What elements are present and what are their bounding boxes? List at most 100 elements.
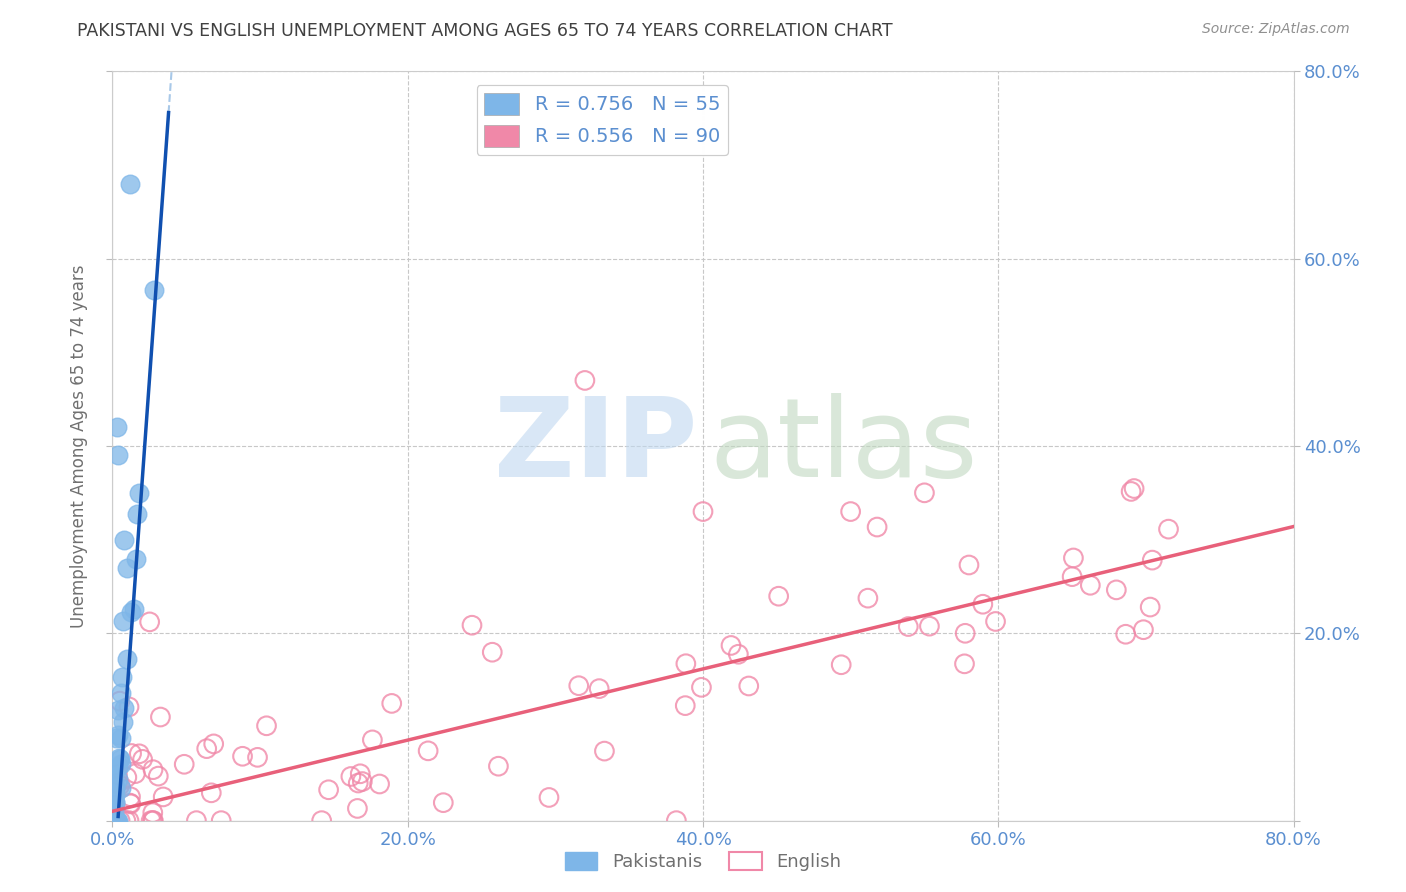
- Point: [107, 703, 129, 717]
- Point: [110, 686, 132, 700]
- Point: [103, 814, 125, 828]
- Point: [972, 597, 994, 611]
- Point: [120, 789, 142, 804]
- Point: [232, 749, 254, 764]
- Point: [110, 731, 132, 745]
- Point: [665, 814, 688, 828]
- Point: [104, 814, 127, 828]
- Legend: Pakistanis, English: Pakistanis, English: [558, 845, 848, 879]
- Point: [104, 780, 127, 794]
- Point: [108, 752, 131, 766]
- Point: [108, 694, 131, 708]
- Point: [118, 699, 141, 714]
- Point: [107, 728, 129, 742]
- Y-axis label: Unemployment Among Ages 65 to 74 years: Unemployment Among Ages 65 to 74 years: [70, 264, 89, 628]
- Point: [349, 766, 371, 780]
- Point: [593, 744, 616, 758]
- Point: [104, 781, 127, 796]
- Point: [568, 679, 591, 693]
- Text: atlas: atlas: [709, 392, 977, 500]
- Point: [256, 719, 278, 733]
- Point: [103, 814, 125, 828]
- Point: [1115, 627, 1137, 641]
- Point: [108, 751, 131, 765]
- Point: [103, 814, 125, 828]
- Point: [346, 801, 368, 815]
- Point: [108, 814, 131, 828]
- Point: [481, 645, 503, 659]
- Point: [1142, 553, 1164, 567]
- Point: [1078, 578, 1101, 592]
- Point: [839, 505, 862, 519]
- Point: [340, 769, 363, 783]
- Point: [138, 615, 160, 629]
- Point: [117, 561, 138, 575]
- Point: [112, 701, 135, 715]
- Point: [347, 776, 370, 790]
- Point: [105, 767, 128, 781]
- Point: [118, 814, 141, 828]
- Point: [957, 558, 980, 572]
- Point: [673, 698, 696, 713]
- Point: [103, 788, 125, 802]
- Point: [111, 670, 134, 684]
- Point: [142, 814, 165, 828]
- Point: [953, 626, 976, 640]
- Point: [112, 533, 135, 547]
- Point: [112, 715, 135, 730]
- Point: [142, 814, 165, 828]
- Point: [104, 796, 127, 810]
- Point: [202, 737, 225, 751]
- Point: [120, 796, 142, 810]
- Point: [103, 768, 125, 782]
- Text: Source: ZipAtlas.com: Source: ZipAtlas.com: [1202, 22, 1350, 37]
- Point: [101, 795, 124, 809]
- Point: [1139, 600, 1161, 615]
- Point: [148, 769, 170, 783]
- Point: [120, 797, 142, 811]
- Point: [103, 805, 125, 819]
- Point: [149, 710, 172, 724]
- Point: [115, 814, 138, 828]
- Point: [574, 374, 596, 388]
- Point: [953, 657, 976, 671]
- Point: [195, 741, 218, 756]
- Point: [103, 789, 125, 804]
- Legend: R = 0.756   N = 55, R = 0.556   N = 90: R = 0.756 N = 55, R = 0.556 N = 90: [477, 85, 728, 155]
- Text: ZIP: ZIP: [494, 392, 697, 500]
- Point: [104, 814, 127, 828]
- Point: [361, 732, 384, 747]
- Point: [830, 657, 852, 672]
- Point: [727, 647, 749, 661]
- Point: [768, 589, 790, 603]
- Point: [104, 814, 127, 828]
- Point: [142, 283, 165, 297]
- Point: [104, 814, 127, 828]
- Point: [318, 782, 340, 797]
- Point: [101, 814, 124, 828]
- Point: [115, 652, 138, 666]
- Point: [128, 486, 150, 500]
- Point: [432, 796, 454, 810]
- Point: [104, 814, 127, 828]
- Point: [461, 618, 484, 632]
- Point: [101, 762, 124, 776]
- Point: [200, 786, 222, 800]
- Point: [984, 615, 1007, 629]
- Point: [120, 177, 142, 191]
- Point: [142, 805, 165, 820]
- Point: [103, 789, 125, 803]
- Point: [914, 486, 936, 500]
- Point: [486, 759, 509, 773]
- Point: [209, 814, 232, 828]
- Point: [101, 814, 124, 828]
- Point: [101, 814, 124, 828]
- Point: [246, 750, 269, 764]
- Point: [105, 814, 128, 828]
- Point: [720, 639, 742, 653]
- Point: [103, 780, 125, 795]
- Point: [124, 766, 146, 780]
- Text: PAKISTANI VS ENGLISH UNEMPLOYMENT AMONG AGES 65 TO 74 YEARS CORRELATION CHART: PAKISTANI VS ENGLISH UNEMPLOYMENT AMONG …: [77, 22, 893, 40]
- Point: [690, 681, 713, 695]
- Point: [115, 770, 138, 784]
